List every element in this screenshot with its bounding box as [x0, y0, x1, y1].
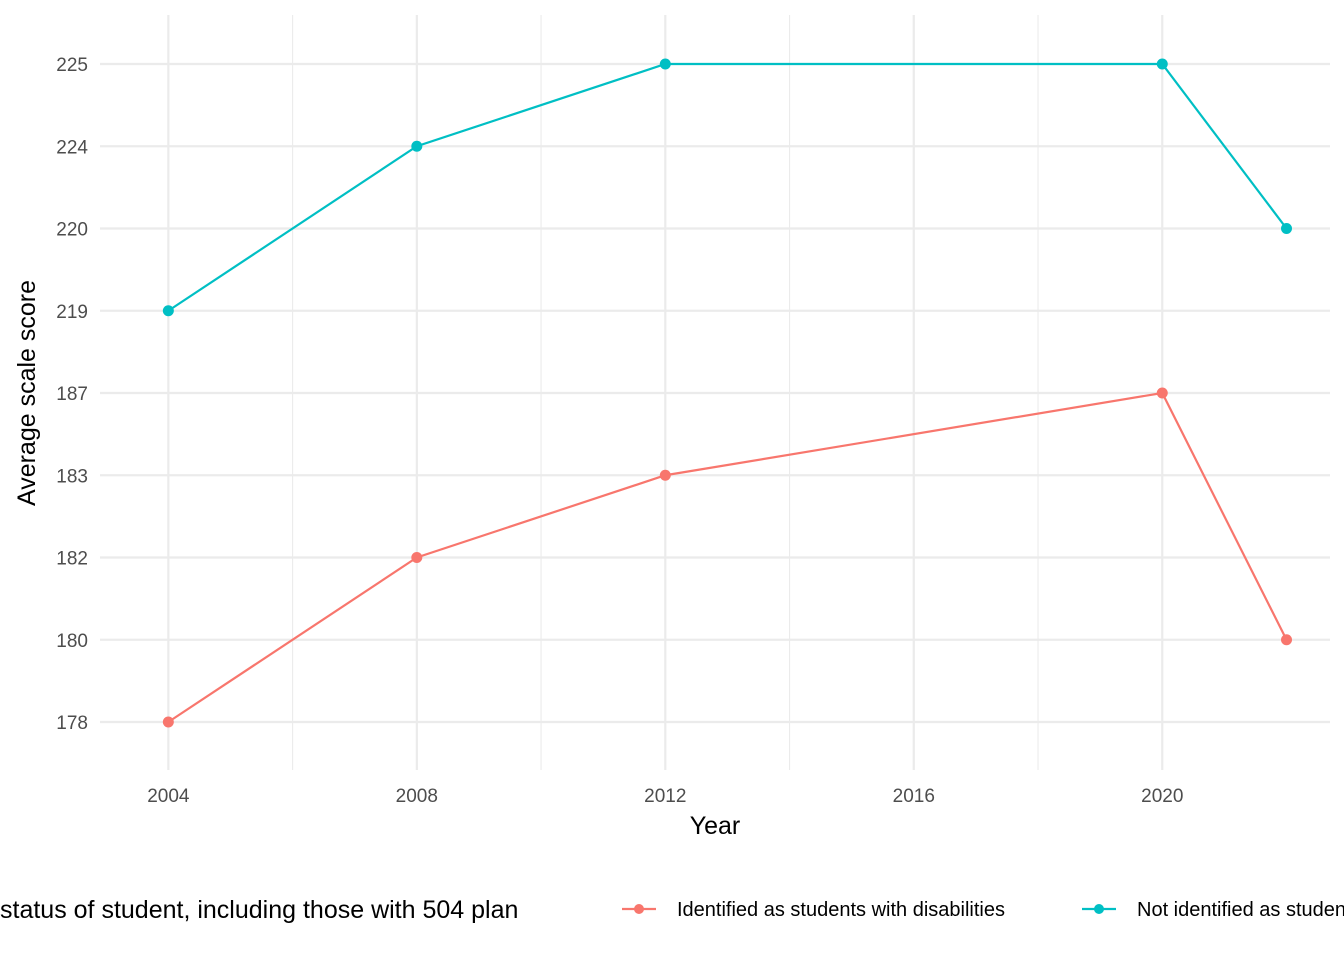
y-tick-label: 183	[56, 466, 88, 487]
y-tick-label: 225	[56, 55, 88, 76]
x-tick-label: 2012	[644, 786, 686, 807]
y-tick-label: 178	[56, 713, 88, 734]
series-1	[162, 58, 1293, 317]
y-tick-label: 180	[56, 631, 88, 652]
y-axis-title: Average scale score	[13, 280, 41, 506]
y-tick-label: 182	[56, 549, 88, 570]
data-point	[1156, 387, 1168, 399]
data-point	[162, 305, 174, 317]
series-line	[167, 62, 1288, 312]
y-tick-label: 219	[56, 302, 88, 323]
x-axis-tick-labels: 2004 2008 2012 2016 2020	[147, 786, 1183, 807]
legend-item-not-disabilities: Not identified as students with disabili…	[1082, 899, 1344, 921]
x-tick-label: 2004	[147, 786, 190, 807]
legend-title: status of student, including those with …	[0, 896, 518, 924]
series-0	[162, 387, 1293, 728]
legend-label: Not identified as students with disabili…	[1137, 899, 1344, 921]
data-point	[411, 552, 423, 563]
x-tick-label: 2020	[1141, 786, 1183, 807]
y-tick-label: 224	[56, 137, 88, 158]
data-point	[1156, 58, 1168, 70]
legend: status of student, including those with …	[0, 896, 1344, 924]
x-axis-title: Year	[690, 812, 741, 840]
x-tick-label: 2008	[396, 786, 438, 807]
legend-item-disabilities: Identified as students with disabilities	[622, 899, 1005, 921]
legend-label: Identified as students with disabilities	[677, 899, 1005, 921]
data-point	[162, 716, 174, 728]
y-tick-label: 220	[56, 220, 88, 241]
series-layer	[162, 58, 1293, 728]
data-point	[659, 469, 671, 481]
data-point	[1281, 634, 1293, 646]
data-point	[1281, 223, 1293, 234]
data-point	[411, 140, 423, 152]
x-tick-label: 2016	[893, 786, 935, 807]
y-axis-tick-labels: 178 180 182 183 187 219 220 224 225	[56, 55, 88, 734]
y-tick-label: 187	[56, 384, 88, 405]
data-point	[659, 58, 671, 70]
grid	[100, 15, 1330, 770]
